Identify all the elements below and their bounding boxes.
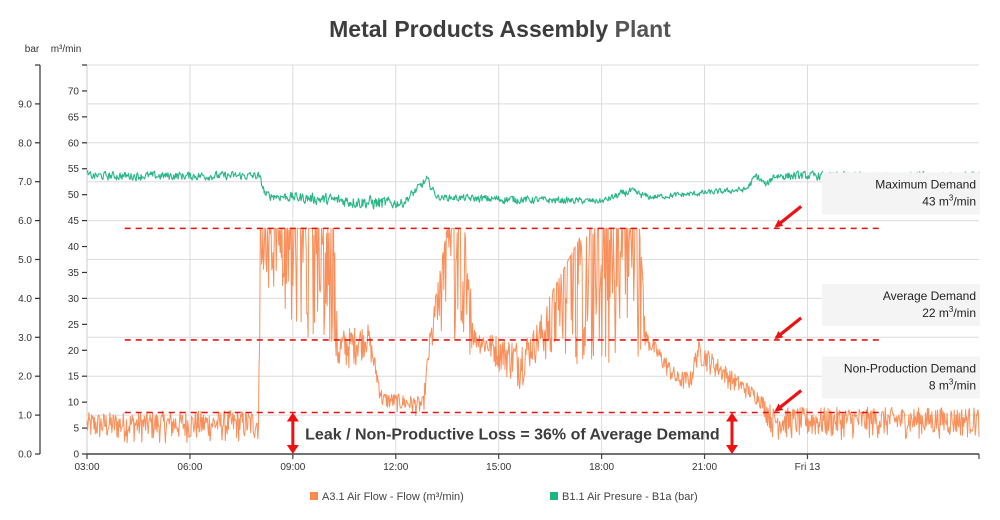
flow-tick-label: 60 [68, 138, 80, 149]
flow-tick-label: 40 [68, 242, 80, 253]
leak-arrow-head-down [725, 445, 738, 454]
flow-tick-label: 10 [68, 398, 80, 409]
x-tick-label: Fri 13 [795, 462, 821, 473]
legend-swatch [550, 492, 558, 500]
x-tick-label: 06:00 [177, 462, 202, 473]
bar-tick-label: 7.0 [18, 177, 32, 188]
flow-tick-label: 30 [68, 294, 80, 305]
flow-tick-label: 20 [68, 346, 80, 357]
annotation-value-number: 43 m [922, 194, 949, 208]
leak-annotation-text: Leak / Non-Productive Loss = 36% of Aver… [305, 426, 720, 443]
flow-tick-label: 25 [68, 320, 80, 331]
flow-tick-label: 5 [73, 424, 79, 435]
bar-tick-label: 3.0 [18, 333, 32, 344]
bar-tick-label: 9.0 [18, 99, 32, 110]
chart-title-suffix: Plant [615, 16, 672, 42]
bar-tick-label: 4.0 [18, 294, 32, 305]
x-tick-label: 15:00 [486, 462, 511, 473]
annotation-superscript: 3 [949, 378, 954, 387]
legend: A3.1 Air Flow - Flow (m³/min) B1.1 Air Pr… [310, 491, 698, 503]
chart-title-main: Metal Products Assembly [329, 16, 614, 42]
bar-tick-label: 6.0 [18, 216, 32, 227]
annotation-value-average-demand: 22 m3/min [922, 305, 976, 320]
x-tick-label: 03:00 [74, 462, 99, 473]
annotation-box-maximum-demand [822, 172, 980, 215]
bar-tick-label: 0.0 [18, 450, 32, 461]
leak-arrow-head-down [286, 445, 299, 454]
annotation-unit: /min [953, 379, 976, 393]
annotation-value-non-production-demand: 8 m3/min [929, 378, 976, 393]
annotation-superscript: 3 [949, 193, 954, 202]
annotation-value-maximum-demand: 43 m3/min [922, 193, 976, 208]
legend-label: B1.1 Air Presure - B1a (bar) [562, 491, 698, 503]
x-tick-label: 12:00 [383, 462, 408, 473]
annotation-unit: /min [953, 194, 976, 208]
x-tick-label: 18:00 [589, 462, 614, 473]
x-tick-label: 09:00 [280, 462, 305, 473]
annotation-unit: /min [953, 306, 976, 320]
annotation-title-non-production-demand: Non-Production Demand [844, 362, 976, 376]
bar-tick-label: 8.0 [18, 138, 32, 149]
flow-tick-label: 65 [68, 112, 80, 123]
flow-tick-label: 15 [68, 372, 80, 383]
left-axis-unit: bar [25, 44, 40, 55]
flow-tick-label: 50 [68, 190, 80, 201]
flow-tick-label: 70 [68, 86, 80, 97]
annotation-arrow-non-production-demand [774, 389, 803, 412]
series-line-air-flow [86, 227, 980, 444]
bar-tick-label: 2.0 [18, 372, 32, 383]
annotation-arrow-maximum-demand [774, 205, 803, 228]
leak-arrow-head-up [725, 412, 738, 422]
right-axis-unit: m³/min [51, 44, 82, 55]
flow-tick-label: 45 [68, 216, 80, 227]
flow-tick-label: 0 [73, 450, 79, 461]
annotation-box-average-demand [822, 283, 980, 326]
chart-title: Metal Products Assembly Plant [329, 16, 671, 42]
flow-tick-label: 55 [68, 164, 80, 175]
annotation-box-non-production-demand [822, 356, 980, 399]
leak-arrow-head-up [286, 412, 299, 422]
axes: bar m³/min 0.0 1.0 2.0 3.0 4.0 5.0 6.0 7.0 8.0 9.0 0… [18, 44, 980, 473]
bar-tick-label: 5.0 [18, 255, 32, 266]
reference-lines [124, 227, 883, 414]
annotation-value-number: 8 m [929, 379, 949, 393]
legend-label: A3.1 Air Flow - Flow (m³/min) [322, 491, 464, 503]
legend-swatch [310, 492, 318, 500]
flow-tick-label: 35 [68, 268, 80, 279]
bar-tick-label: 1.0 [18, 411, 32, 422]
annotation-value-number: 22 m [922, 306, 949, 320]
annotation-title-average-demand: Average Demand [883, 289, 976, 303]
annotation-superscript: 3 [949, 305, 954, 314]
annotation-title-maximum-demand: Maximum Demand [875, 177, 976, 191]
annotation-arrow-average-demand [774, 316, 803, 340]
x-tick-label: 21:00 [692, 462, 717, 473]
